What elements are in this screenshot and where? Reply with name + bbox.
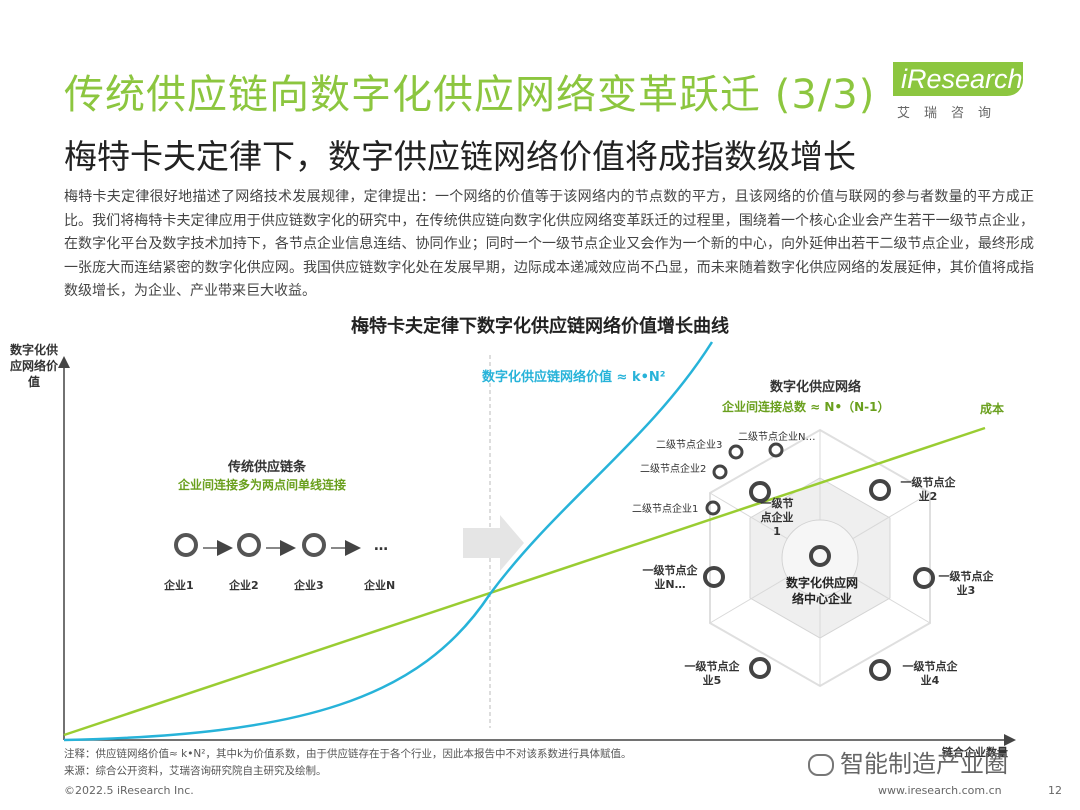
network-center-label: 数字化供应网络中心企业 <box>785 576 858 606</box>
network-graphic <box>709 428 931 688</box>
watermark-text: 智能制造产业圈 <box>840 750 1008 778</box>
iresearch-logo: iResearch 艾瑞咨询 <box>893 58 1025 124</box>
traditional-subtitle: 企业间连接多为两点间单线连接 <box>178 478 347 492</box>
page-title: 传统供应链向数字化供应网络变革跃迁 (3/3) <box>64 72 876 118</box>
network-title: 数字化供应网络 <box>770 380 862 395</box>
link-icon <box>869 659 891 681</box>
link-icon <box>174 533 198 557</box>
value-curve-label: 数字化供应链网络价值 ≈ k•N² <box>482 370 666 385</box>
link-icon <box>705 500 721 516</box>
transition-arrow <box>463 515 524 571</box>
chain-node-2: 企业2 <box>229 579 259 592</box>
chain-ellipsis: … <box>374 538 388 554</box>
link-icon <box>703 566 725 588</box>
x-axis-label: 链合企业数量 <box>942 746 1008 759</box>
chart-title: 梅特卡夫定律下数字化供应链网络价值增长曲线 <box>351 316 729 337</box>
link-icon <box>712 464 728 480</box>
link-icon <box>749 657 771 679</box>
cost-line <box>63 426 986 737</box>
second-level-node-2: 二级节点企业2 <box>640 464 707 475</box>
first-level-node-5: 一级节点企业5 <box>684 660 740 687</box>
cost-label: 成本 <box>980 402 1005 416</box>
watermark: 智能制造产业圈 <box>808 744 1008 779</box>
network-subtitle: 企业间连接总数 ≈ N•（N-1） <box>722 400 890 414</box>
chain-node-n: 企业N <box>364 579 396 592</box>
note-text: 注释：供应链网络价值≈ k•N²，其中k为价值系数，由于供应链存在于各个行业，因… <box>64 748 632 760</box>
second-level-node-1: 二级节点企业1 <box>632 504 699 515</box>
first-level-node-1: 一级节点企业1 <box>760 497 794 538</box>
wechat-icon <box>808 754 834 776</box>
traditional-chain <box>174 533 361 557</box>
logo-text: iResearch <box>901 64 1023 94</box>
logo-box <box>893 62 1023 96</box>
link-icon <box>302 533 326 557</box>
link-icon <box>237 533 261 557</box>
second-level-node-n: 二级节点企业N… <box>738 432 816 443</box>
page-number: 12 <box>1048 784 1062 797</box>
value-curve <box>63 341 714 742</box>
first-level-node-2: 一级节点企业2 <box>900 476 956 503</box>
traditional-title: 传统供应链条 <box>228 460 307 475</box>
y-axis-label: 数字化供应网络价值 <box>9 343 58 389</box>
link-icon <box>728 444 744 460</box>
second-level-node-3: 二级节点企业3 <box>656 440 723 451</box>
logo-cn: 艾瑞咨询 <box>897 106 1006 121</box>
page-subtitle: 梅特卡夫定律下，数字供应链网络价值将成指数级增长 <box>64 137 856 176</box>
link-icon <box>749 481 771 503</box>
chain-node-3: 企业3 <box>294 579 324 592</box>
link-icon <box>869 479 891 501</box>
link-icon <box>913 567 935 589</box>
chain-node-1: 企业1 <box>164 579 194 592</box>
first-level-node-n: 一级节点企业N… <box>642 564 698 591</box>
footer-copyright: ©2022.5 iResearch Inc. <box>64 784 194 797</box>
body-paragraph: 梅特卡夫定律很好地描述了网络技术发展规律，定律提出：一个网络的价值等于该网络内的… <box>64 189 1034 299</box>
link-icon <box>809 545 831 567</box>
first-level-node-3: 一级节点企业3 <box>938 570 994 597</box>
link-icon <box>768 442 784 458</box>
network-link-icons <box>703 442 935 681</box>
first-level-node-4: 一级节点企业4 <box>902 660 958 687</box>
footer-url[interactable]: www.iresearch.com.cn <box>878 784 1002 797</box>
source-text: 来源：综合公开资料，艾瑞咨询研究院自主研究及绘制。 <box>64 765 327 777</box>
